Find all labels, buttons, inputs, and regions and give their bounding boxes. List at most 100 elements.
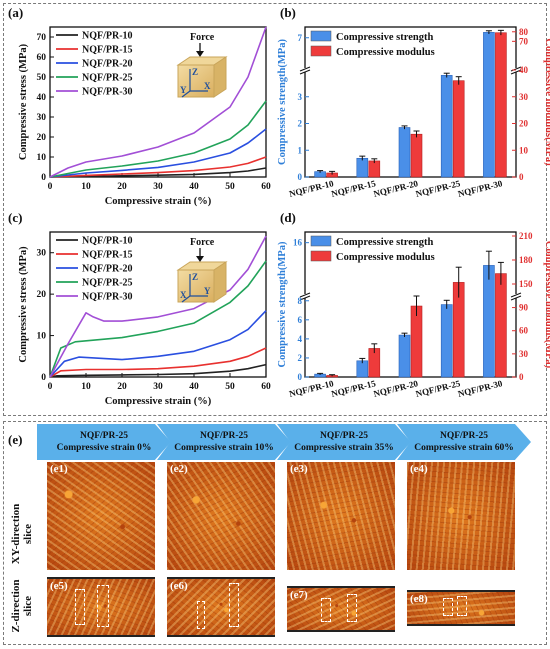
strength-bar <box>440 304 453 378</box>
cube-side <box>213 261 227 303</box>
y-tick-label: 30 <box>37 249 47 259</box>
legend-label: NQF/PR-10 <box>82 31 133 42</box>
axis-tick-label: 1 <box>298 145 303 155</box>
x-tick-label: 60 <box>261 382 271 392</box>
strength-bar <box>356 157 369 178</box>
axis-tick-label: 10 <box>519 145 529 155</box>
axis-break-mark <box>510 295 522 301</box>
axis-tick-label: 3 <box>298 92 303 102</box>
slice-label: (e5) <box>50 580 68 592</box>
axis-tick-label: 6 <box>298 315 303 325</box>
axis-tick-label: 180 <box>519 255 533 265</box>
y-tick-label: 10 <box>37 332 47 342</box>
deformation-highlight-box <box>443 598 453 616</box>
x-tick-label: 20 <box>117 382 127 392</box>
x-tick-label: 10 <box>81 382 91 392</box>
bar-chart-d: NQF/PR-10NQF/PR-15NQF/PR-20NQF/PR-25NQF/… <box>277 231 550 399</box>
axis-break-mark <box>299 292 311 298</box>
xy-slice-image: (e2) <box>167 462 275 570</box>
y-right-axis-label: Compressive modulus(MPa) <box>543 38 550 166</box>
deformation-highlight-box <box>75 589 85 625</box>
y-tick-label: 40 <box>37 93 47 103</box>
row-label-line: slice <box>22 523 34 545</box>
category-label: NQF/PR-25 <box>415 178 462 199</box>
strength-bar <box>398 334 411 378</box>
deformation-highlight-box <box>229 583 239 627</box>
x-tick-label: 50 <box>225 182 235 192</box>
modulus-bar <box>495 273 507 378</box>
legend-label: Compressive modulus <box>336 47 435 58</box>
deformation-highlight-box <box>97 585 109 627</box>
axis3d-label: Y <box>180 85 187 95</box>
axis-tick-label: 30 <box>519 92 529 102</box>
legend-label: Compressive strength <box>336 32 433 43</box>
y-tick-label: 0 <box>41 373 46 383</box>
strength-bar <box>398 127 411 178</box>
line-chart-c: 0 10 20 30 40 50 60 0 10 20 30 Compressive strain (… <box>18 231 271 407</box>
axis-break-mark <box>299 69 311 75</box>
series-line <box>49 100 267 178</box>
row-label-line: slice <box>22 595 34 617</box>
axis-break-mark <box>299 66 311 72</box>
xy-slice-image: (e4) <box>407 462 515 570</box>
x-tick-label: 40 <box>189 382 199 392</box>
axis-tick-label: 0 <box>298 172 303 182</box>
modulus-bar <box>410 305 423 378</box>
axis-tick-label: 90 <box>519 303 529 313</box>
stage-strain: Compressive strain 0% <box>56 443 152 453</box>
axis-break-gap <box>300 294 310 298</box>
axis3d-label: Y <box>204 286 211 296</box>
series-line <box>49 310 267 378</box>
plot-frame <box>304 26 517 178</box>
category-label: NQF/PR-15 <box>330 178 377 199</box>
axis-tick-label: 2 <box>298 119 303 129</box>
slice-label: (e2) <box>170 463 188 475</box>
x-axis-label: Compressive strain (%) <box>105 196 212 207</box>
stage-banner: NQF/PR-25 Compressive strain 10% <box>157 424 291 460</box>
axis3d-label: Z <box>192 272 198 282</box>
axis3d-line <box>181 295 191 303</box>
line-chart-a: 0 10 20 30 40 50 60 0 10 20 30 40 50 60 70 Compressive … <box>18 26 271 207</box>
legend-label: NQF/PR-10 <box>82 236 133 247</box>
category-label: NQF/PR-15 <box>330 378 377 399</box>
y-right-axis-label: Compressive modulus(MPa) <box>543 241 550 369</box>
series-line <box>49 167 267 178</box>
axis-tick-label: 0 <box>519 172 524 182</box>
category-label: NQF/PR-30 <box>457 178 504 199</box>
force-arrow-head <box>196 256 204 262</box>
legend-label: NQF/PR-25 <box>82 73 133 84</box>
category-label: NQF/PR-10 <box>288 378 335 399</box>
y-tick-label: 50 <box>37 73 47 83</box>
row-label-line: XY-direction <box>10 503 22 565</box>
y-tick-label: 10 <box>37 153 47 163</box>
stage-strain: Compressive strain 35% <box>294 443 394 453</box>
stage-banner: NQF/PR-25 Compressive strain 0% <box>37 424 171 460</box>
axis3d-label: X <box>204 81 211 91</box>
y-tick-label: 20 <box>37 290 47 300</box>
xy-slice-image: (e3) <box>287 462 395 570</box>
x-tick-label: 60 <box>261 182 271 192</box>
strength-bar <box>483 32 495 178</box>
stage-strain: Compressive strain 10% <box>174 443 274 453</box>
legend-swatch <box>310 250 332 262</box>
z-slice-image: (e7) <box>287 586 395 632</box>
legend-swatch <box>310 30 332 42</box>
axis-tick-label: 8 <box>298 296 303 306</box>
x-tick-label: 10 <box>81 182 91 192</box>
axis-tick-label: 70 <box>519 36 529 46</box>
category-label: NQF/PR-20 <box>372 178 419 199</box>
inset-force-label: Force <box>190 32 215 43</box>
slice-label: (e6) <box>170 580 188 592</box>
cube-front <box>177 64 215 98</box>
inset-force-label: Force <box>190 237 215 248</box>
category-label: NQF/PR-25 <box>415 378 462 399</box>
y-tick-label: 60 <box>37 53 47 63</box>
legend-label: NQF/PR-30 <box>82 87 133 98</box>
axis-tick-label: 60 <box>519 326 529 336</box>
series-line <box>49 260 267 378</box>
panel-label-c: (c) <box>8 210 22 225</box>
stage-title: NQF/PR-25 <box>319 431 369 441</box>
axis3d-label: Z <box>192 67 198 77</box>
axis-tick-label: 150 <box>519 279 533 289</box>
series-line <box>49 347 267 378</box>
